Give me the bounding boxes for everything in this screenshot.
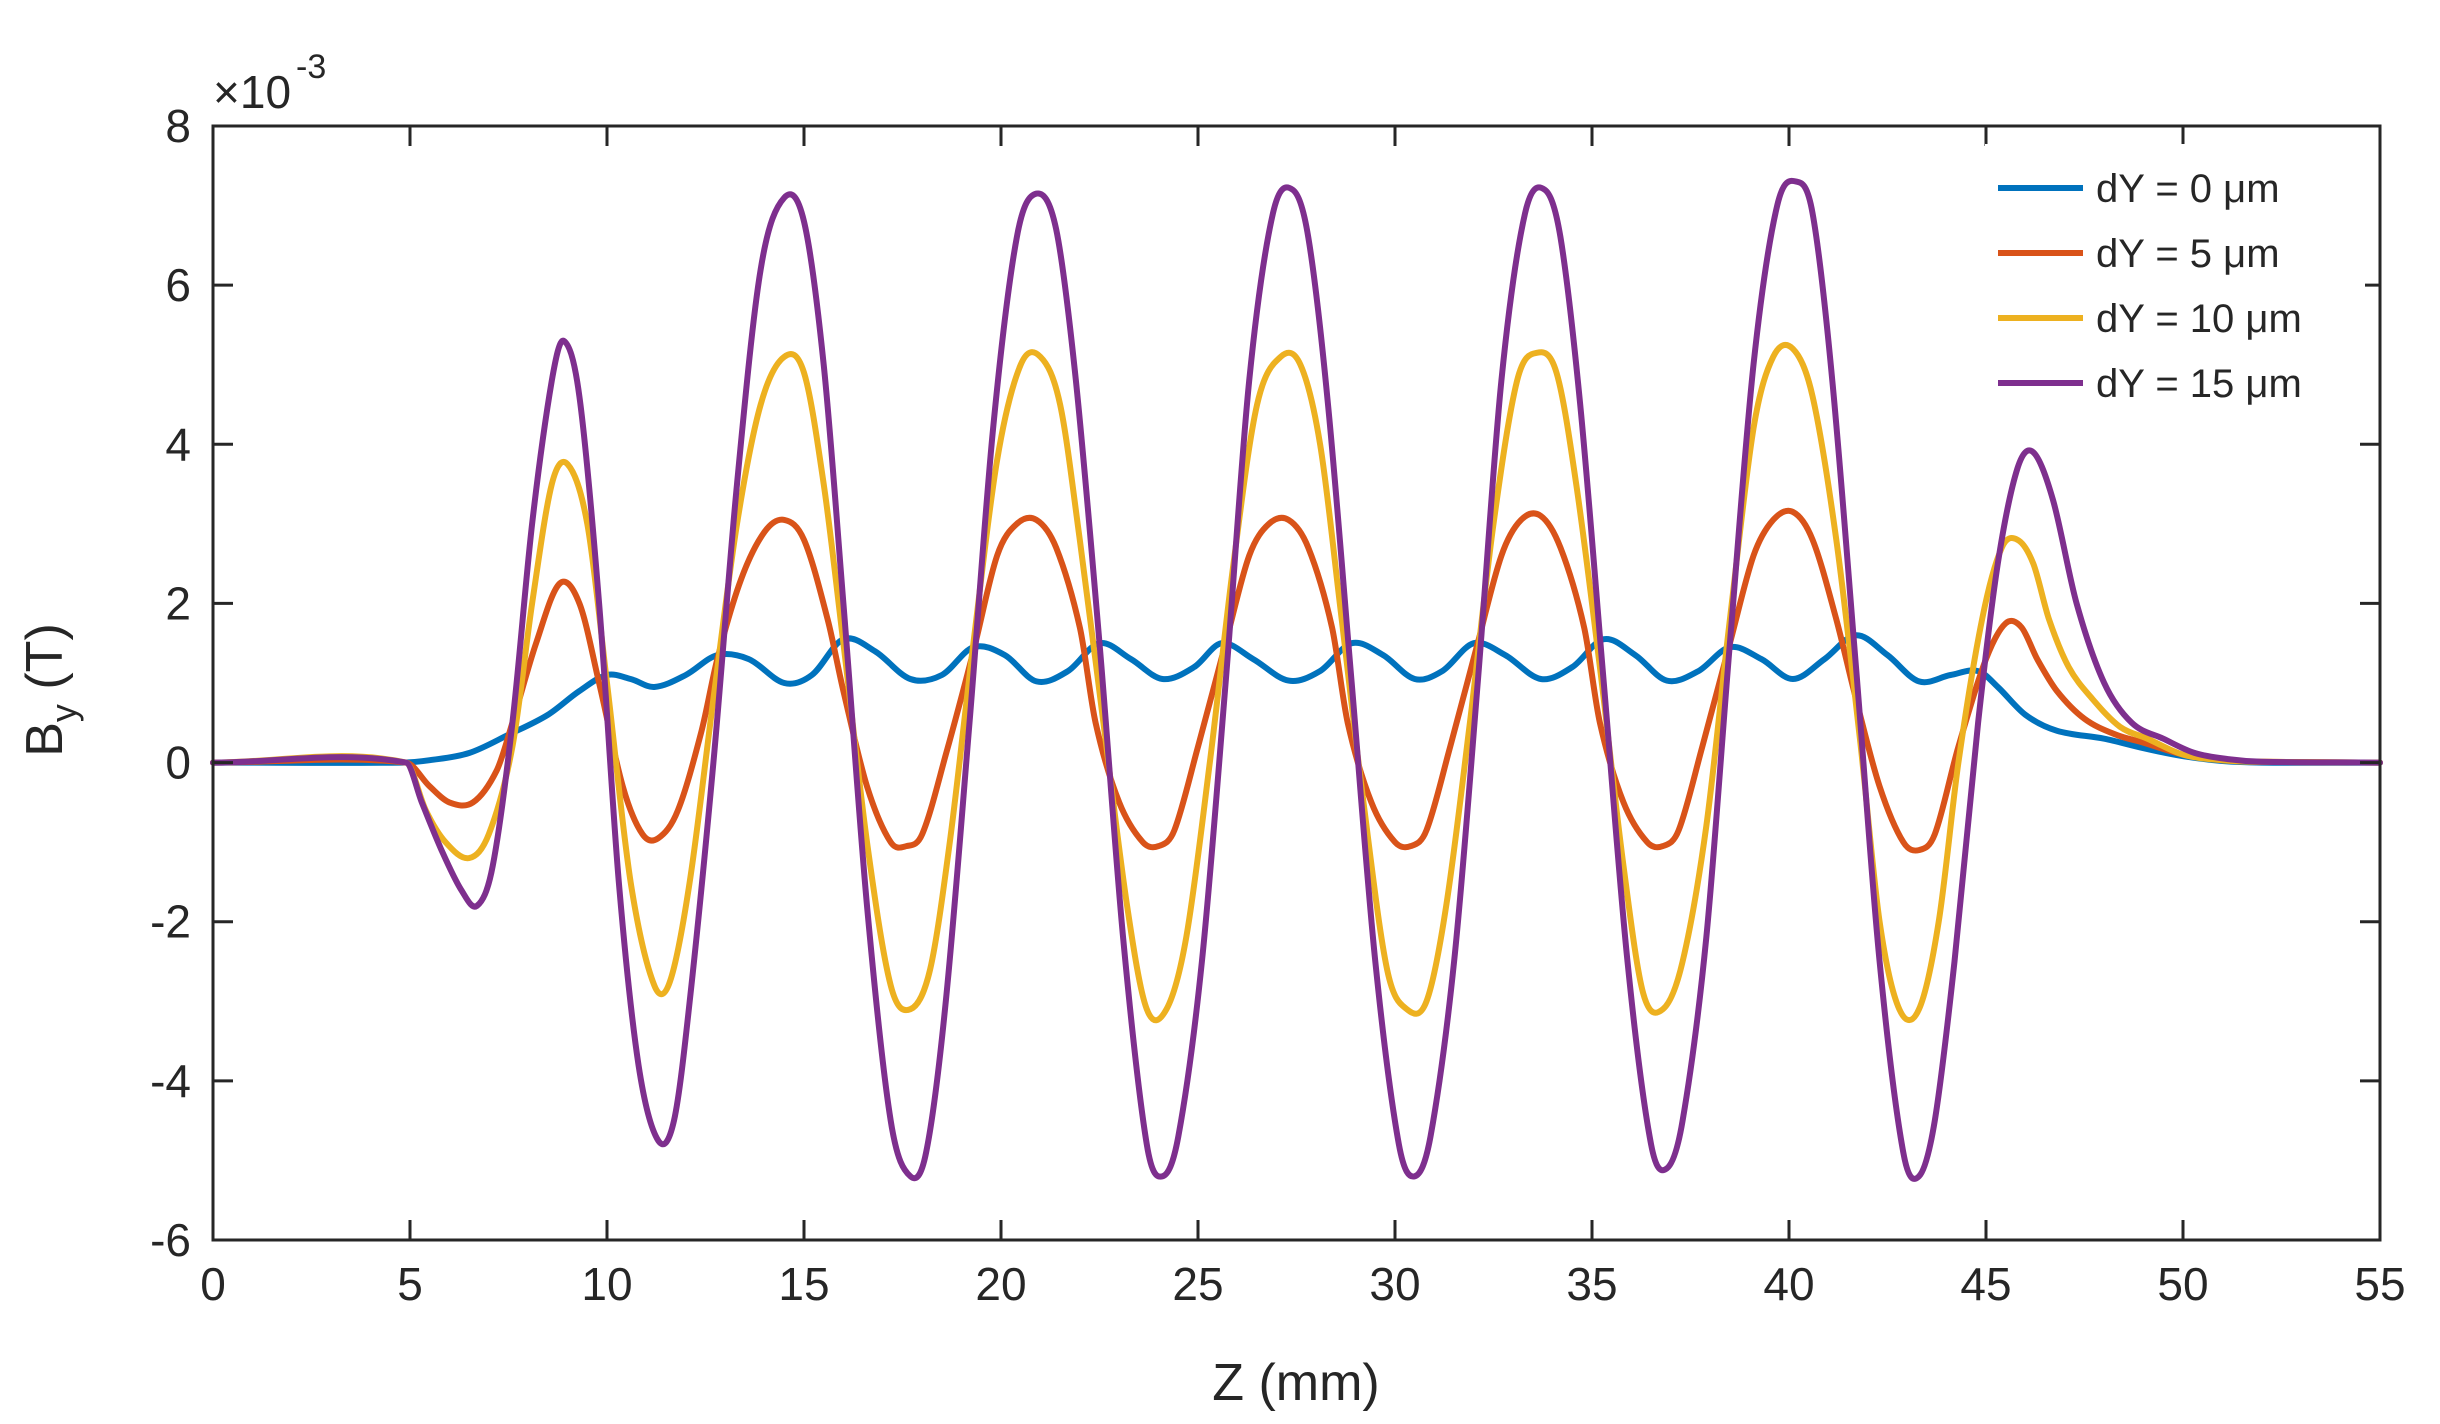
x-tick-label: 35 [1566,1258,1617,1310]
y-axis-label: By (T) [16,623,84,757]
series-layer [210,177,2383,1182]
y-exponent-prefix: ×10 [213,66,291,118]
x-tick-label: 5 [397,1258,423,1310]
y-tick-label: 0 [165,737,191,789]
y-tick-label: 2 [165,577,191,629]
x-tick-label: 0 [200,1258,226,1310]
y-axis-label-text: By (T) [16,623,84,757]
legend-label: dY = 15 μm [2096,362,2302,406]
series-line-3 [210,177,2383,1182]
y-tick-label: 8 [165,100,191,152]
legend-item: dY = 15 μm [1998,362,2302,406]
x-tick-label: 20 [975,1258,1026,1310]
series-line-1 [210,507,2383,854]
legend-label: dY = 10 μm [2096,297,2302,341]
y-tick-label: -4 [150,1055,191,1107]
legend: dY = 0 μm dY = 5 μm dY = 10 μm dY = 15 μ… [1985,144,2365,434]
x-tick-label: 40 [1763,1258,1814,1310]
y-tick-label: 4 [165,418,191,470]
y-axis-label-sub: y [43,704,84,722]
ticks-layer: 0 5 10 15 20 25 30 35 40 45 50 55 -6 -4 -2 0 2 4 6 8 [150,100,2405,1310]
x-tick-label: 25 [1172,1258,1223,1310]
legend-item: dY = 5 μm [1998,232,2280,276]
y-tick-label: 6 [165,259,191,311]
legend-label: dY = 0 μm [2096,167,2280,211]
legend-item: dY = 10 μm [1998,297,2302,341]
y-exponent-power: -3 [296,48,326,86]
x-tick-label: 45 [1960,1258,2011,1310]
legend-item: dY = 0 μm [1998,167,2280,211]
legend-label: dY = 5 μm [2096,232,2280,276]
x-tick-label: 10 [581,1258,632,1310]
x-tick-label: 30 [1369,1258,1420,1310]
x-tick-label: 50 [2157,1258,2208,1310]
y-exponent: ×10 -3 [213,48,326,118]
y-axis-label-unit: (T) [16,623,74,704]
y-tick-label: -2 [150,896,191,948]
series-line-0 [210,632,2383,766]
y-tick-label: -6 [150,1214,191,1266]
x-axis-label: Z (mm) [1212,1354,1379,1412]
x-tick-label: 15 [778,1258,829,1310]
x-tick-label: 55 [2354,1258,2405,1310]
plot-frame [211,124,2382,1242]
y-axis-label-main: B [16,722,74,757]
series-line-2 [210,341,2383,1024]
